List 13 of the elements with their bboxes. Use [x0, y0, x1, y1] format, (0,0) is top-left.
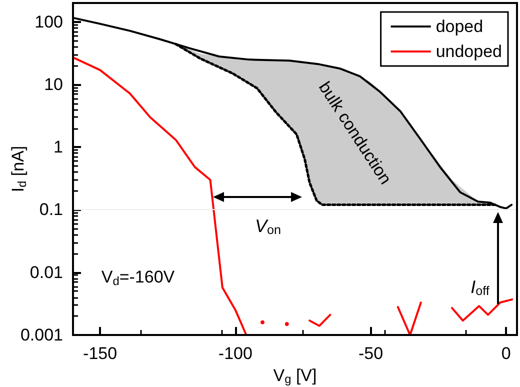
x-tick-label: -150: [83, 344, 118, 363]
x-tick-label: -50: [358, 344, 384, 363]
y-tick-label: 0.1: [39, 200, 63, 220]
y-tick-label: 100: [34, 12, 63, 32]
x-tick-label: 0: [501, 344, 511, 363]
legend-label: doped: [436, 17, 484, 36]
y-tick-label: 10: [44, 74, 63, 94]
y-axis-title: Id [nA]: [8, 146, 29, 192]
y-tick-label: 1: [54, 138, 63, 157]
legend-label: undoped: [436, 42, 502, 61]
y-tick-label: 0.001: [20, 326, 63, 344]
x-tick-label: -100: [218, 344, 252, 363]
y-tick-label: 0.01: [30, 262, 63, 282]
